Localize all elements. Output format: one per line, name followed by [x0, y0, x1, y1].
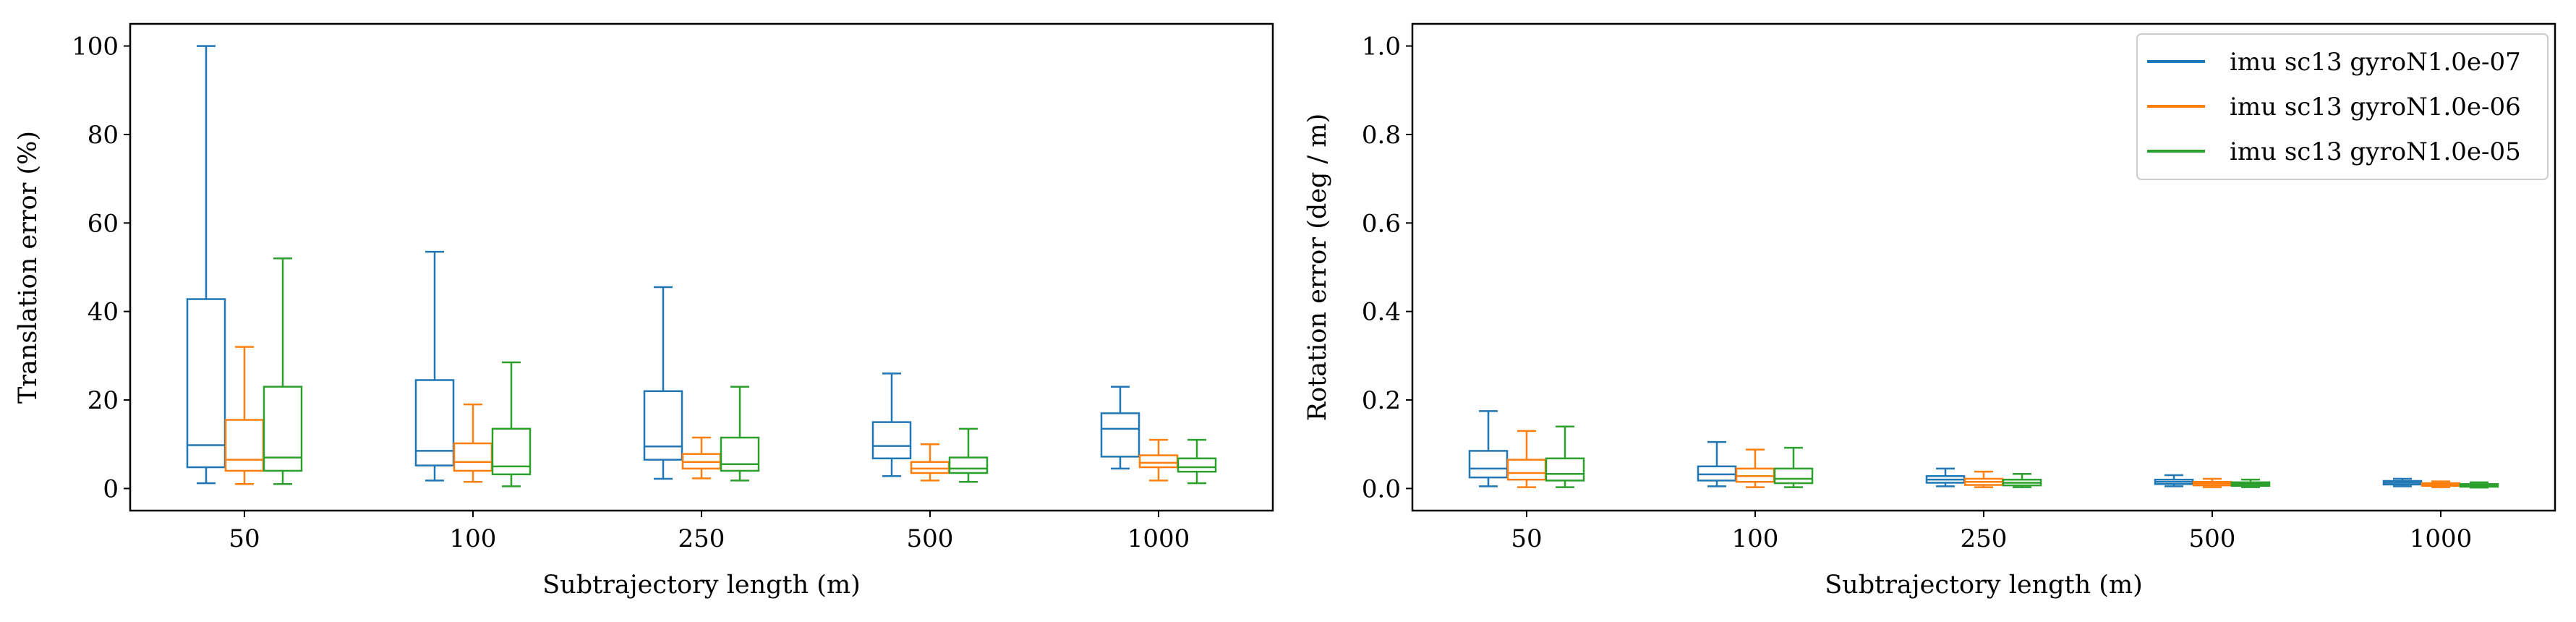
box — [1506, 459, 1547, 481]
box — [1468, 450, 1509, 479]
boxplot-500-series-0 — [871, 372, 912, 477]
legend: imu sc13 gyroN1.0e-07 imu sc13 gyroN1.0e-… — [2136, 33, 2549, 180]
y-tick-label: 40 — [88, 298, 119, 327]
boxplot-250-series-2 — [720, 385, 760, 482]
x-tick-label: 100 — [1732, 524, 1779, 553]
y-tick-label: 60 — [88, 209, 119, 238]
box — [1545, 457, 1585, 482]
boxplot-1000-series-0 — [2382, 477, 2423, 487]
box — [414, 379, 455, 466]
box — [263, 385, 303, 472]
box — [1177, 457, 1217, 473]
legend-label: imu sc13 gyroN1.0e-06 — [2230, 93, 2521, 122]
box — [643, 390, 683, 461]
boxplot-250-series-0 — [643, 286, 683, 480]
y-tick-label: 0.4 — [1362, 298, 1401, 327]
y-axis-label: Translation error (%) — [14, 131, 43, 404]
legend-label: imu sc13 gyroN1.0e-05 — [2230, 137, 2521, 166]
boxplot-100-series-1 — [453, 403, 493, 483]
boxplot-500-series-2 — [2230, 478, 2271, 488]
y-tick-label: 1.0 — [1362, 33, 1401, 61]
box — [186, 298, 226, 469]
y-tick-label: 0 — [103, 474, 119, 503]
box — [1100, 412, 1140, 458]
x-tick-label: 50 — [1511, 524, 1542, 553]
boxplot-50-series-1 — [224, 346, 265, 485]
box — [491, 427, 532, 476]
boxplot-500-series-2 — [948, 427, 989, 483]
boxplot-1000-series-2 — [1177, 438, 1217, 485]
boxplot-250-series-1 — [681, 436, 722, 480]
box — [224, 419, 265, 472]
boxplot-500-series-1 — [2192, 477, 2232, 488]
x-axis-label: Subtrajectory length (m) — [1825, 571, 2143, 600]
boxplot-500-series-0 — [2154, 474, 2194, 487]
boxplot-1000-series-1 — [1138, 438, 1179, 482]
boxplot-100-series-2 — [1773, 446, 1814, 488]
x-tick-label: 1000 — [1127, 524, 1190, 553]
boxplot-50-series-0 — [1468, 410, 1509, 487]
y-tick-label: 0.2 — [1362, 386, 1401, 415]
boxplot-50-series-2 — [1545, 425, 1585, 488]
x-axis-label: Subtrajectory length (m) — [542, 571, 861, 600]
box — [1773, 467, 1814, 485]
boxplot-250-series-2 — [2002, 472, 2042, 488]
boxplot-50-series-2 — [263, 257, 303, 485]
boxplot-100-series-0 — [414, 250, 455, 482]
boxplot-100-series-2 — [491, 361, 532, 487]
y-tick-label: 100 — [72, 33, 119, 61]
box — [1138, 454, 1179, 469]
x-tick-label: 500 — [907, 524, 954, 553]
boxplot-100-series-0 — [1697, 440, 1737, 487]
boxplot-500-series-1 — [910, 443, 950, 482]
rotation-error-panel: 0.0 0.2 0.4 0.6 0.8 1.0 50 100 250 500 1000 Subtraj… — [1303, 22, 2556, 600]
y-tick-label: 20 — [88, 386, 119, 415]
x-tick-label: 50 — [229, 524, 260, 553]
legend-frame — [2136, 33, 2549, 180]
box — [948, 456, 989, 474]
x-tick-label: 250 — [1961, 524, 2008, 553]
y-axis-label: Rotation error (deg / m) — [1303, 114, 1332, 422]
y-tick-label: 0.0 — [1362, 474, 1401, 503]
boxplot-50-series-1 — [1506, 430, 1547, 488]
x-tick-label: 100 — [450, 524, 497, 553]
translation-error-panel: 0 20 40 60 80 100 50 100 250 500 1000 Subtrajectory… — [14, 22, 1274, 600]
y-tick-label: 0.8 — [1362, 121, 1401, 150]
box — [910, 461, 950, 474]
boxplot-1000-series-1 — [2421, 480, 2461, 488]
box — [720, 436, 760, 472]
boxplot-50-series-0 — [186, 45, 226, 485]
boxplot-100-series-1 — [1735, 448, 1775, 488]
boxplot-250-series-0 — [1925, 467, 1966, 487]
box — [871, 421, 912, 460]
x-tick-label: 500 — [2189, 524, 2236, 553]
y-tick-label: 80 — [88, 121, 119, 150]
boxplot-250-series-1 — [1963, 470, 2004, 488]
boxplot-1000-series-2 — [2459, 481, 2499, 489]
boxplot-1000-series-0 — [1100, 385, 1140, 470]
legend-label: imu sc13 gyroN1.0e-07 — [2230, 48, 2521, 77]
y-tick-label: 0.6 — [1362, 209, 1401, 238]
x-tick-label: 250 — [678, 524, 725, 553]
box — [453, 442, 493, 472]
x-tick-label: 1000 — [2410, 524, 2473, 553]
